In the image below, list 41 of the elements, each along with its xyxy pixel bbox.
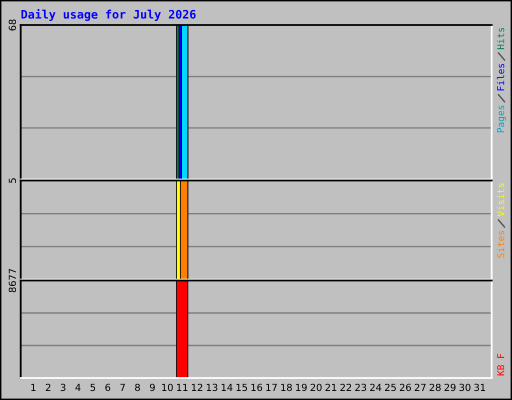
x-tick-label: 6 [105, 384, 110, 392]
x-tick-label: 13 [206, 384, 218, 392]
x-tick-label: 15 [236, 384, 248, 392]
text: Hits [496, 28, 504, 50]
x-tick-label: 30 [459, 384, 470, 392]
y-tick-label: 5 [8, 178, 16, 183]
text: KB F [497, 354, 504, 376]
x-tick-label: 17 [266, 384, 277, 391]
x-tick-label: 26 [400, 384, 411, 392]
x-tick-label: 31 [474, 384, 486, 392]
x-tick-label: 11 [177, 384, 188, 391]
x-tick-label: 19 [296, 384, 307, 392]
x-tick-label: 28 [430, 384, 441, 392]
x-tick-label: 2 [46, 384, 50, 391]
x-tick-label: 5 [90, 384, 96, 392]
x-tick-label: 25 [385, 384, 396, 392]
x-tick-label: 23 [355, 384, 366, 392]
text: Files [496, 64, 504, 90]
x-tick-label: 22 [340, 384, 352, 391]
x-tick-label: 18 [281, 384, 292, 392]
x-tick-label: 29 [444, 384, 456, 392]
x-tick-label: 10 [162, 384, 173, 392]
x-tick-label: 9 [150, 384, 155, 392]
text: Sites [496, 230, 504, 258]
x-tick-label: 27 [414, 384, 426, 391]
x-tick-label: 24 [370, 384, 382, 391]
x-tick-label: 12 [192, 384, 202, 391]
x-tick-label: 14 [222, 384, 232, 391]
x-tick-label: 21 [326, 384, 336, 391]
text: Visits [496, 183, 504, 216]
x-tick-label: 1 [31, 384, 36, 391]
x-tick-label: 4 [75, 384, 81, 391]
y-tick-label: 68 [8, 19, 16, 31]
x-tick-label: 16 [251, 384, 262, 392]
x-tick-label: 8 [135, 384, 140, 392]
x-tick-label: 3 [60, 384, 66, 392]
x-tick-label: 20 [310, 384, 322, 392]
chart-title: Daily usage for July 2026 [21, 9, 196, 21]
x-tick-label: 7 [120, 384, 125, 391]
text: Pages [497, 106, 506, 132]
y-tick-label: 8677 [8, 268, 16, 292]
